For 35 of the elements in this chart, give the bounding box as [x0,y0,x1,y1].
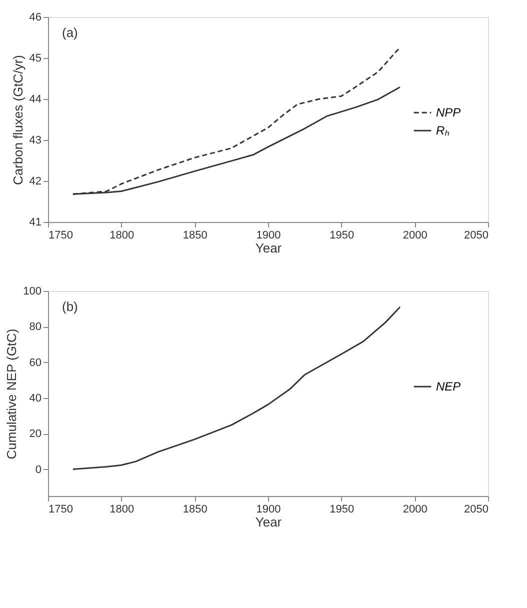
y-tick-label: 42 [29,176,42,188]
y-tick-label: 43 [29,134,42,146]
x-tick-label: 1900 [256,504,281,516]
x-tick-label: 2050 [464,230,488,242]
y-axis-title: Cumulative NEP (GtC) [4,328,20,460]
legend-label: NEP [436,380,461,394]
x-axis-title: Year [255,240,282,256]
y-tick-label: 44 [29,94,42,106]
annotation: (b) [62,299,78,314]
y-tick-label: 100 [23,286,42,298]
x-axis-title: Year [255,514,282,530]
x-tick-label: 2000 [402,504,428,516]
x-tick-label: 1800 [110,230,134,242]
x-tick-label: 2050 [464,504,488,516]
y-tick-label: 20 [29,428,42,440]
y-tick-label: 46 [29,12,42,24]
x-tick-label: 1900 [256,230,281,242]
y-tick-label: 60 [29,356,42,369]
legend-label: Rₕ [436,124,450,138]
y-tick-label: 40 [29,392,42,404]
x-tick-label: 2000 [402,230,428,242]
y-tick-label: 80 [29,321,42,334]
y-tick-label: 0 [35,464,42,476]
y-axis-title: Carbon fluxes (GtC/yr) [10,54,26,186]
annotation: (a) [62,25,78,40]
x-tick-label: 1850 [182,230,208,242]
y-tick-label: 41 [29,216,42,228]
x-tick-label: 1750 [48,230,73,242]
y-tick-label: 45 [29,52,42,64]
legend-label: NPP [436,106,461,120]
x-tick-label: 1850 [182,504,208,516]
x-tick-label: 1950 [330,230,354,242]
x-tick-label: 1800 [110,504,134,516]
x-tick-label: 1750 [48,504,73,516]
x-tick-label: 1950 [330,504,354,516]
